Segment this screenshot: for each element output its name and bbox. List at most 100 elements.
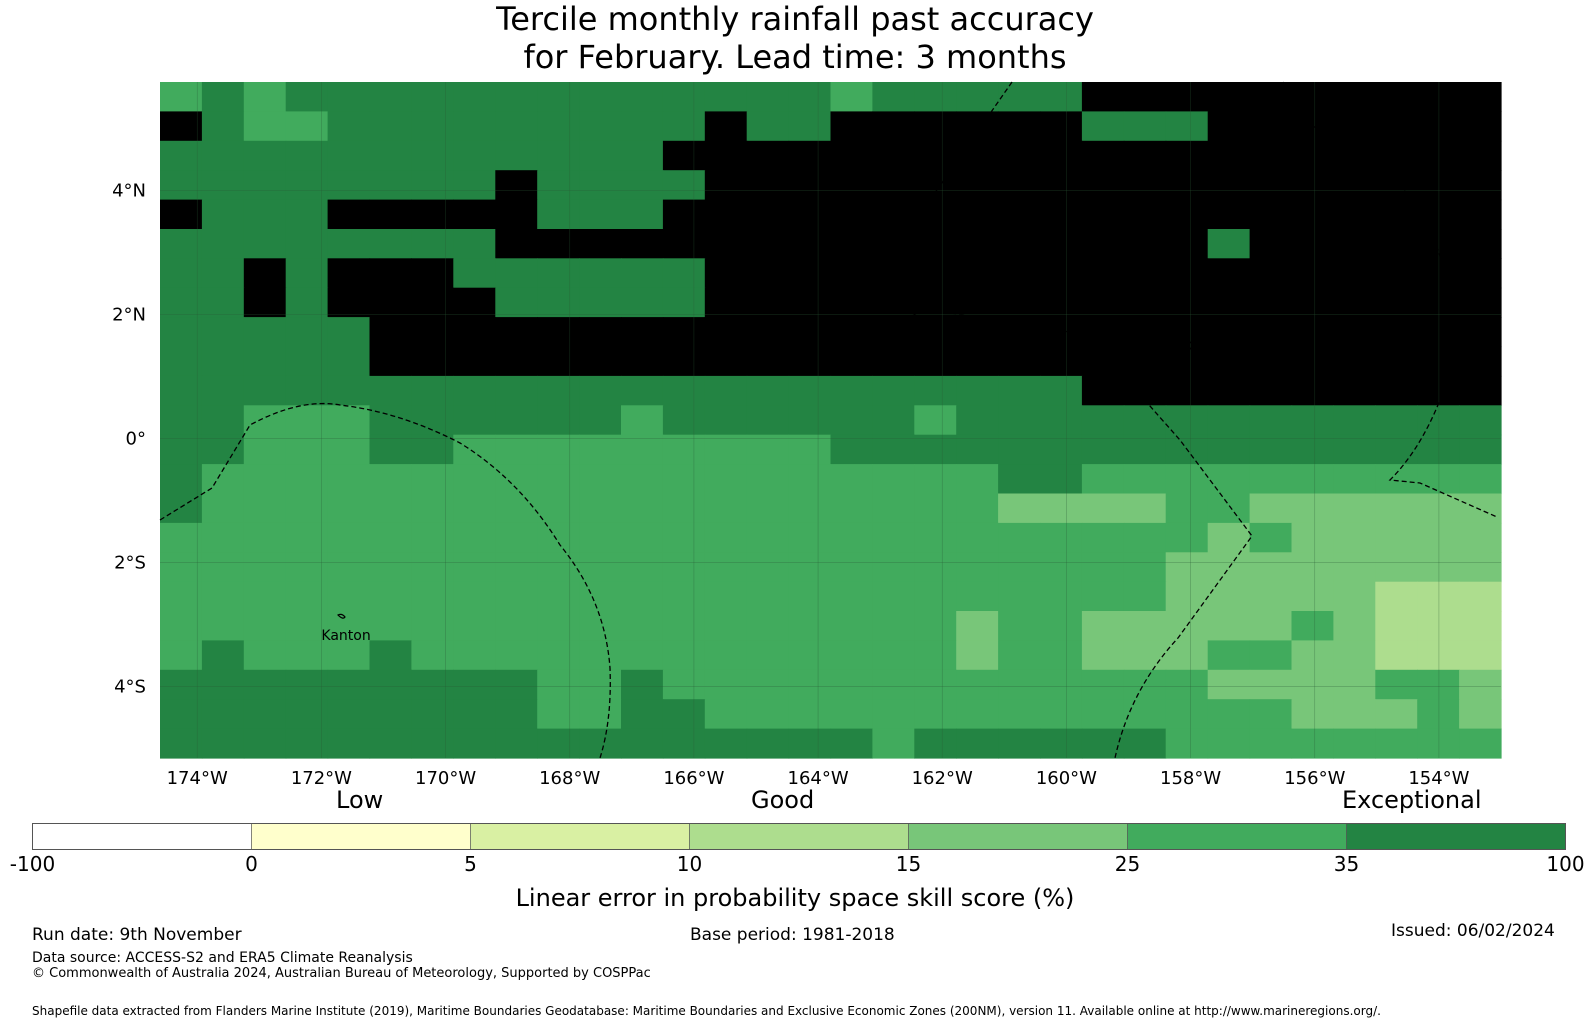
skill-cell xyxy=(1333,640,1376,671)
skill-cell xyxy=(369,640,412,671)
colorbar-tick-label: -100 xyxy=(9,852,56,876)
skill-cell xyxy=(872,82,915,112)
skill-cell xyxy=(1040,728,1083,759)
skill-cell xyxy=(1291,611,1334,641)
skill-cell xyxy=(1417,317,1460,348)
skill-cell xyxy=(998,346,1041,377)
skill-cell xyxy=(1123,699,1167,730)
skill-cell xyxy=(956,258,999,289)
skill-cell xyxy=(285,611,329,641)
place-label-tabuaeran: Tabuaeran xyxy=(1072,215,1146,232)
skill-cell xyxy=(537,611,580,641)
skill-cell xyxy=(1417,375,1460,406)
skill-cell xyxy=(621,522,664,553)
skill-cell xyxy=(1207,199,1251,230)
skill-cell xyxy=(411,434,454,465)
skill-cell xyxy=(201,170,245,201)
skill-cell xyxy=(1291,669,1334,700)
skill-cell xyxy=(1291,405,1334,436)
skill-cell xyxy=(537,464,580,495)
skill-cell xyxy=(746,728,790,759)
skill-cell xyxy=(453,434,496,465)
skill-cell xyxy=(1417,669,1460,700)
place-label-kiritimati: Kiritimati xyxy=(1184,339,1249,356)
skill-cell xyxy=(830,493,873,524)
skill-cell xyxy=(998,434,1041,465)
skill-cell xyxy=(579,669,622,700)
skill-cell xyxy=(788,522,832,553)
skill-cell xyxy=(1207,493,1251,524)
skill-cell xyxy=(1081,464,1125,495)
skill-cell xyxy=(1207,258,1251,289)
skill-cell xyxy=(160,258,203,289)
skill-cell xyxy=(1291,728,1334,759)
skill-cell xyxy=(621,287,664,318)
skill-cell xyxy=(537,522,580,553)
skill-cell xyxy=(956,669,999,700)
skill-cell xyxy=(914,375,957,406)
skill-cell xyxy=(746,434,790,465)
skill-cell xyxy=(830,699,873,730)
skill-cell xyxy=(537,170,580,201)
skill-cell xyxy=(1417,82,1460,112)
skill-cell xyxy=(1081,493,1125,524)
skill-cell xyxy=(1207,640,1251,671)
eez-boundary-line-islands-east xyxy=(1282,81,1498,518)
x-tick-label: 174°W xyxy=(166,768,228,789)
skill-cell xyxy=(369,287,412,318)
skill-cell xyxy=(872,229,915,259)
skill-cell xyxy=(1291,640,1334,671)
skill-cell xyxy=(1333,552,1376,583)
skill-cell xyxy=(369,669,412,700)
x-tick-label: 158°W xyxy=(1160,768,1222,789)
skill-cell xyxy=(1333,669,1376,700)
skill-cell xyxy=(243,111,287,142)
skill-cell xyxy=(1081,581,1125,612)
skill-cell xyxy=(1040,669,1083,700)
skill-cell xyxy=(1165,346,1209,377)
colorbar-label-low: Low xyxy=(336,786,384,814)
skill-cell xyxy=(243,375,287,406)
place-label-kanton: Kanton xyxy=(321,627,371,644)
skill-cell xyxy=(1165,229,1209,259)
skill-cell xyxy=(1165,287,1209,318)
base-period: Base period: 1981-2018 xyxy=(690,925,895,945)
skill-cell xyxy=(537,258,580,289)
skill-cell xyxy=(1207,669,1251,700)
skill-cell xyxy=(1165,552,1209,583)
skill-cell xyxy=(998,493,1041,524)
skill-cell xyxy=(956,346,999,377)
skill-cell xyxy=(453,346,496,377)
skill-cell xyxy=(1459,699,1502,730)
skill-cell xyxy=(1333,111,1376,142)
skill-cell xyxy=(160,434,203,465)
skill-cell xyxy=(746,346,790,377)
skill-cell xyxy=(1459,581,1502,612)
skill-cell xyxy=(704,405,748,436)
skill-cell xyxy=(704,522,748,553)
skill-cell xyxy=(1333,317,1376,348)
skill-cell xyxy=(788,111,832,142)
skill-cell xyxy=(285,375,329,406)
skill-cell xyxy=(327,611,371,641)
skill-cell xyxy=(1375,640,1418,671)
skill-cell xyxy=(746,552,790,583)
skill-cell xyxy=(872,699,915,730)
skill-cell xyxy=(1040,699,1083,730)
skill-cell xyxy=(495,199,538,230)
skill-cell xyxy=(1333,611,1376,641)
skill-cell xyxy=(579,552,622,583)
skill-cell xyxy=(621,699,664,730)
skill-cell xyxy=(201,199,245,230)
skill-cell xyxy=(327,287,371,318)
skill-cell xyxy=(914,199,957,230)
skill-cell xyxy=(1040,581,1083,612)
skill-cell xyxy=(788,493,832,524)
x-tick-label: 156°W xyxy=(1284,768,1346,789)
skill-cell xyxy=(914,464,957,495)
skill-cell xyxy=(956,405,999,436)
skill-cell xyxy=(1040,611,1083,641)
skill-cell xyxy=(1459,434,1502,465)
skill-cell xyxy=(1040,199,1083,230)
